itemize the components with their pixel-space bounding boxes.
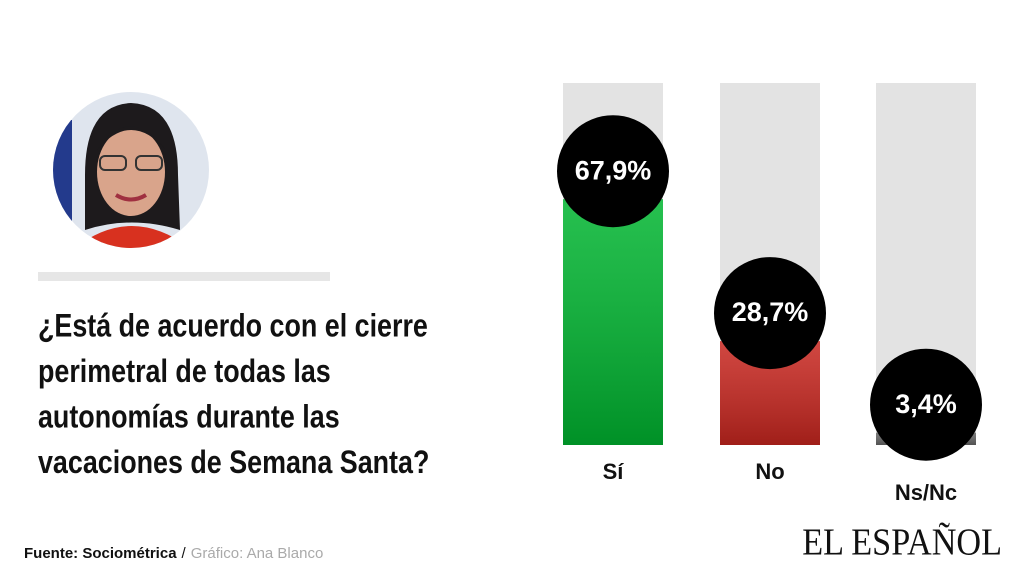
category-label: No xyxy=(755,459,784,484)
question-line: ¿Está de acuerdo con el cierre xyxy=(38,308,428,344)
value-badge xyxy=(714,257,826,370)
value-badge xyxy=(870,348,982,461)
question: ¿Está de acuerdo con el cierre perimetral… xyxy=(38,308,429,480)
value-badge xyxy=(557,115,669,228)
divider xyxy=(38,272,330,281)
bars: 67,9% Sí 28,7% No 3,4% Ns/Nc xyxy=(557,83,982,505)
value-label: 67,9% xyxy=(575,155,652,185)
question-line: perimetral de todas las xyxy=(38,354,331,390)
category-label: Ns/Nc xyxy=(895,480,957,505)
source: Fuente: Sociométrica / Gráfico: Ana Blanco xyxy=(24,545,323,562)
photo xyxy=(53,92,209,248)
logo: EL ESPAÑOL xyxy=(802,521,1002,563)
question-line: vacaciones de Semana Santa? xyxy=(38,445,429,481)
question-line: autonomías durante las xyxy=(38,399,340,435)
category-label: Sí xyxy=(603,459,625,484)
bar-shade xyxy=(563,199,663,445)
value-label: 28,7% xyxy=(732,297,809,327)
value-label: 3,4% xyxy=(895,389,957,419)
